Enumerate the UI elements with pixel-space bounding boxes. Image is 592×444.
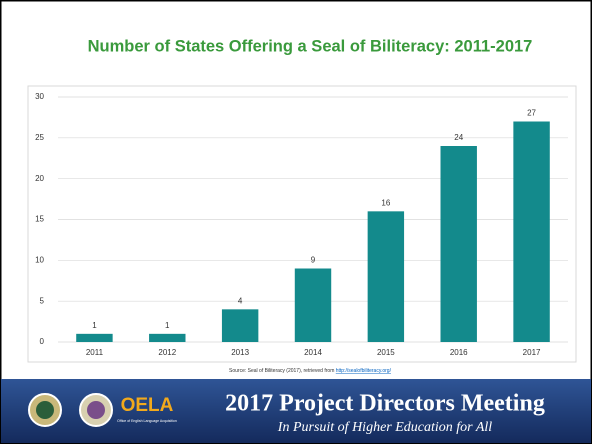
footer-title: 2017 Project Directors Meeting — [225, 391, 545, 417]
bar — [149, 333, 186, 342]
bar — [440, 146, 477, 342]
y-tick-label: 10 — [35, 255, 44, 264]
y-tick-label: 0 — [40, 337, 45, 346]
chart-title: Number of States Offering a Seal of Bili… — [88, 37, 533, 55]
data-label: 4 — [238, 296, 243, 305]
source-link[interactable]: http://sealofbiliteracy.org/ — [336, 368, 392, 374]
bar — [513, 121, 550, 342]
source-text: Source: Seal of Biliteracy (2017), retri… — [229, 368, 334, 374]
x-tick-label: 2014 — [304, 348, 322, 357]
footer-logo: OELA — [121, 395, 174, 416]
x-tick-label: 2013 — [231, 348, 249, 357]
bar — [294, 268, 332, 342]
seal-center — [36, 401, 54, 419]
x-tick-label: 2017 — [523, 348, 541, 357]
x-tick-label: 2016 — [450, 348, 468, 357]
y-tick-label: 30 — [35, 92, 44, 101]
footer-logo-subtitle: Office of English Language Acquisition — [117, 419, 177, 423]
bar — [367, 211, 405, 342]
data-label: 9 — [311, 256, 316, 265]
y-tick-label: 15 — [35, 215, 44, 224]
x-tick-label: 2015 — [377, 348, 395, 357]
y-tick-label: 25 — [35, 133, 44, 142]
bar — [76, 333, 113, 342]
source: Source: Seal of Biliteracy (2017), retri… — [229, 368, 392, 374]
data-label: 1 — [165, 321, 170, 330]
seal-center — [87, 401, 105, 419]
x-tick-label: 2011 — [86, 348, 104, 357]
data-label: 27 — [527, 109, 536, 118]
data-label: 16 — [381, 198, 390, 207]
y-tick-label: 5 — [40, 296, 45, 305]
y-tick-label: 20 — [35, 174, 44, 183]
data-label: 24 — [454, 133, 463, 142]
data-label: 1 — [92, 321, 97, 330]
x-tick-label: 2012 — [158, 348, 176, 357]
bar — [221, 309, 259, 342]
footer-subtitle: In Pursuit of Higher Education for All — [277, 420, 493, 435]
